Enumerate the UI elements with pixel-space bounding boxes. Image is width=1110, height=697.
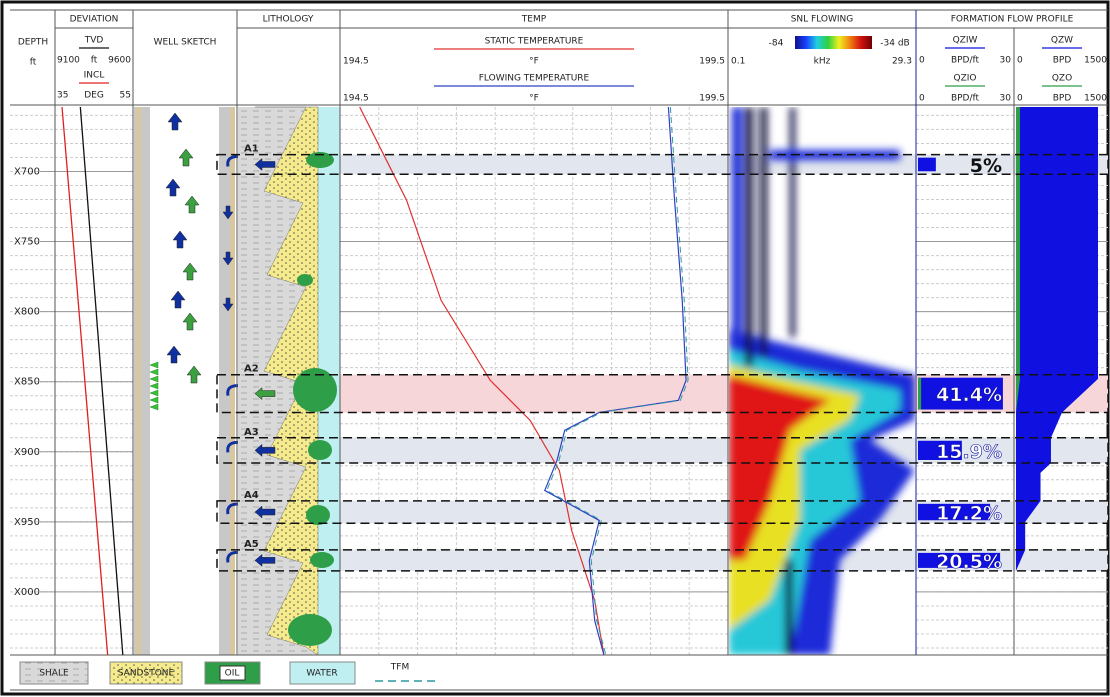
curve-name: FLOWING TEMPERATURE xyxy=(479,74,590,84)
scale-min: 9100 xyxy=(57,56,80,66)
curve-name: QZO xyxy=(1052,74,1072,84)
legend: SHALE SANDSTONE OIL WATER TFM xyxy=(20,662,438,684)
oil xyxy=(308,440,332,460)
depth-tick-label: X950 xyxy=(14,517,40,528)
zone-rate-bar xyxy=(918,378,921,410)
casing xyxy=(136,107,141,655)
spectrogram-blur xyxy=(729,107,915,655)
scale-min: 0 xyxy=(919,56,925,66)
depth-tick-label: X750 xyxy=(14,237,40,248)
legend-label: SHALE xyxy=(39,669,69,679)
scale-unit: °F xyxy=(529,57,539,67)
scale-min: 0 xyxy=(1017,56,1023,66)
zone-name: A5 xyxy=(244,539,259,550)
oil xyxy=(297,274,313,286)
depth-tick-label: X700 xyxy=(14,166,40,177)
cumulative-area xyxy=(1016,107,1098,655)
depth-tick-label: X000 xyxy=(14,587,40,598)
scale-max: 199.5 xyxy=(699,57,725,67)
spectrum-streak xyxy=(760,107,767,357)
scale-max: 30 xyxy=(1000,56,1012,66)
curve xyxy=(80,107,122,655)
scale-unit: °F xyxy=(529,94,539,104)
curve-name: INCL xyxy=(84,71,105,81)
oil xyxy=(306,505,330,525)
scale-max: 29.3 xyxy=(892,57,912,67)
track-title: DEVIATION xyxy=(70,15,119,25)
depth-title: DEPTH xyxy=(18,38,48,48)
legend-label: SANDSTONE xyxy=(118,669,175,679)
scale-unit: BPD xyxy=(1053,56,1072,66)
track-title: WELL SKETCH xyxy=(154,38,217,48)
cumulative-area xyxy=(1016,107,1020,655)
zone-percent: 20.5% xyxy=(936,551,1002,573)
scale-min: 35 xyxy=(57,91,68,101)
well-log: DEPTH ft DEVIATION WELL SKETCH LITHOLOGY… xyxy=(0,0,1110,697)
curve-name: QZIO xyxy=(954,74,977,84)
curve xyxy=(62,107,108,655)
spectrum-streak xyxy=(785,560,793,655)
spectrogram xyxy=(729,107,915,655)
zone-percent: 41.4% xyxy=(936,384,1002,406)
zone-name: A2 xyxy=(244,364,259,375)
zone-percent: 15.9% xyxy=(936,441,1002,463)
curve-name: TVD xyxy=(84,36,104,46)
scale-max: 1500 xyxy=(1084,56,1107,66)
curve-name: QZW xyxy=(1051,36,1073,46)
scale-min: 0 xyxy=(1017,94,1023,104)
legend-label: WATER xyxy=(306,669,337,679)
depth-tick-label: X800 xyxy=(14,307,40,318)
scale-unit: BPD/ft xyxy=(951,56,980,66)
oil xyxy=(288,614,332,646)
track-title: LITHOLOGY xyxy=(263,15,314,25)
spectrum-streak xyxy=(790,107,795,337)
track-title: SNL FLOWING xyxy=(791,15,854,25)
curve-name: STATIC TEMPERATURE xyxy=(485,37,584,47)
scale-min: 194.5 xyxy=(343,94,369,104)
zone-name: A4 xyxy=(244,490,259,501)
scale-unit: kHz xyxy=(814,57,831,67)
curve-name: QZIW xyxy=(953,36,978,46)
zone-name: A3 xyxy=(244,427,259,438)
scale-min: -84 xyxy=(769,39,784,49)
depth-tick-label: X850 xyxy=(14,377,40,388)
scale-unit: DEG xyxy=(84,91,104,101)
scale-max: 9600 xyxy=(108,56,131,66)
legend-label: TFM xyxy=(390,663,409,673)
scale-unit: ft xyxy=(91,56,98,66)
spectrum-streak xyxy=(732,107,742,337)
zone-rate-bar xyxy=(918,158,936,172)
depth-unit: ft xyxy=(30,58,37,68)
scale-min: 0 xyxy=(919,94,925,104)
spectrum-streak xyxy=(745,107,753,367)
casing xyxy=(230,107,235,655)
scale-max: 30 xyxy=(1000,94,1012,104)
scale-unit: BPD xyxy=(1053,94,1072,104)
colorbar xyxy=(795,36,872,49)
scale-max: 55 xyxy=(120,91,131,101)
scale-unit: BPD/ft xyxy=(951,94,980,104)
zone-percent: 17.2% xyxy=(936,503,1002,525)
scale-max: 199.5 xyxy=(699,94,725,104)
scale-max: -34 dB xyxy=(880,39,909,49)
oil xyxy=(310,552,334,568)
track-title: FORMATION FLOW PROFILE xyxy=(951,15,1074,25)
scale-max: 1500 xyxy=(1084,94,1107,104)
scale-min: 194.5 xyxy=(343,57,369,67)
zone-percent: 5% xyxy=(970,155,1002,177)
legend-label: OIL xyxy=(225,669,240,679)
track-title: TEMP xyxy=(521,15,547,25)
zone-name: A1 xyxy=(244,144,259,155)
depth-tick-label: X900 xyxy=(14,447,40,458)
scale-min: 0.1 xyxy=(731,57,745,67)
